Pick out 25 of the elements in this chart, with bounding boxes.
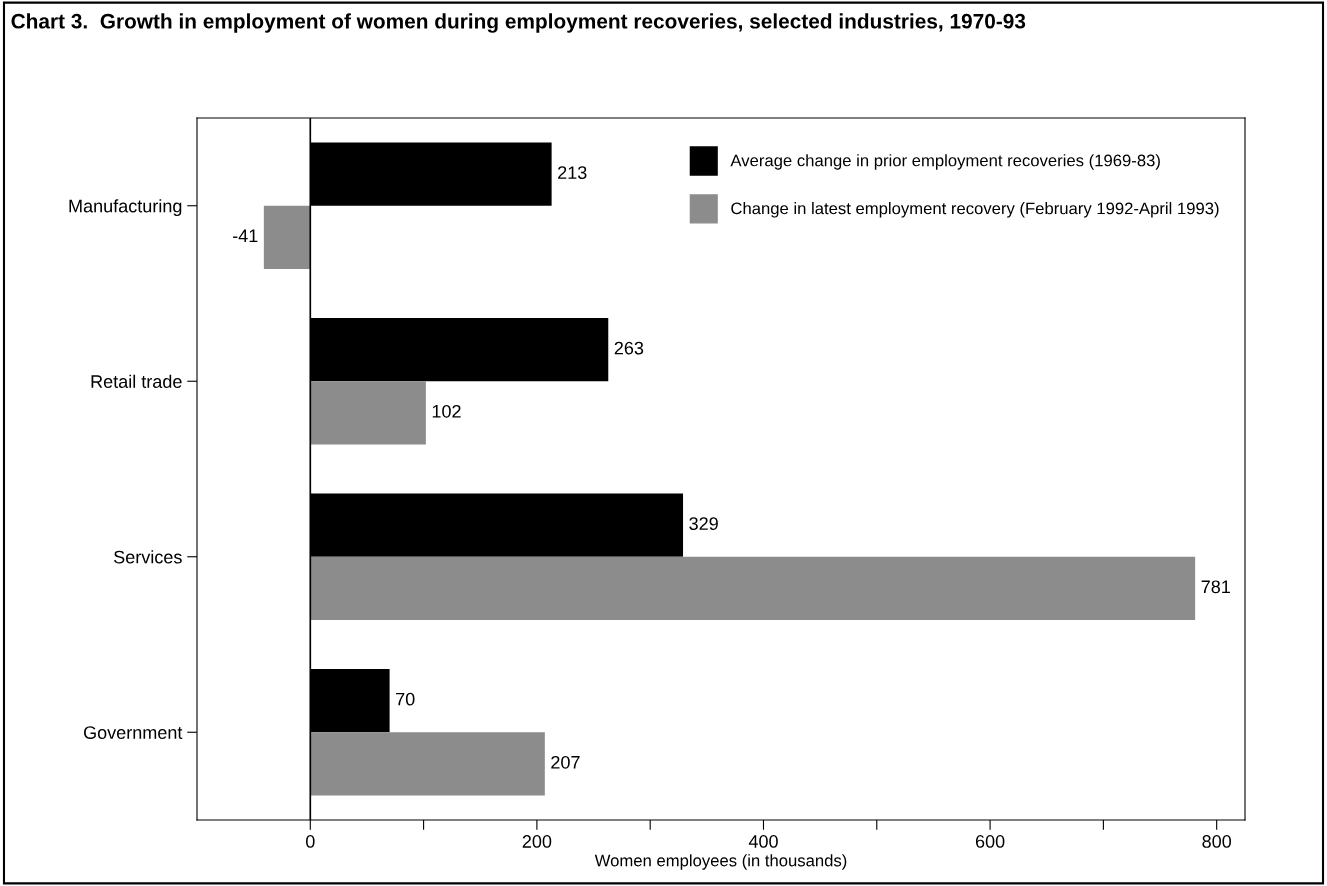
x-tick-label: 600 (975, 835, 1005, 848)
data-label: 207 (551, 755, 580, 769)
y-tick-label: Government (83, 726, 183, 739)
bar (310, 556, 1196, 620)
y-tick-label: Services (114, 550, 182, 564)
legend-label: Average change in prior employment recoveries (1969-83) (730, 154, 1160, 170)
data-label: 102 (432, 404, 461, 418)
chart-title: Chart 3. Growth in employment of women during employment recoveries, selected industries, 1970-93 (11, 13, 1026, 33)
x-tick-label: 400 (748, 835, 778, 848)
x-axis-title: Women employees (in thousands) (594, 854, 847, 870)
x-tick-label: 200 (522, 835, 552, 848)
y-tick-label: Manufacturing (69, 199, 182, 217)
data-label: 781 (1201, 580, 1230, 594)
bar (310, 732, 545, 796)
data-label: 329 (689, 517, 718, 531)
legend-label: Change in latest employment recovery (February 1992-April 1993) (731, 202, 1219, 218)
data-label: 70 (396, 692, 415, 706)
x-tick-label: 800 (1202, 835, 1232, 848)
bar (310, 381, 426, 445)
data-label: 263 (614, 341, 644, 355)
data-label: -41 (233, 229, 258, 243)
y-tick-label: Retail trade (91, 374, 182, 388)
bar (263, 205, 311, 269)
data-label: 213 (558, 166, 587, 180)
x-tick-label: 0 (305, 835, 315, 848)
